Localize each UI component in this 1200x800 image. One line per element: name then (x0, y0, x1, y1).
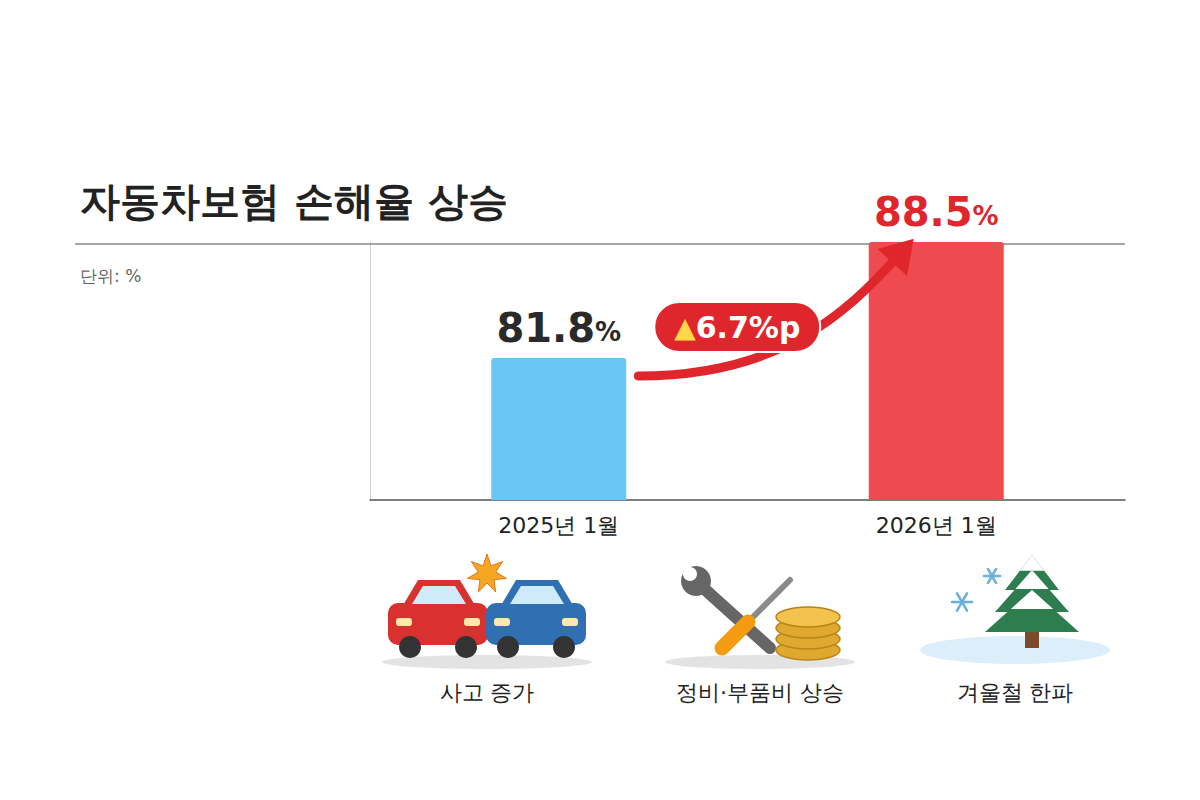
svg-text:81.8: 81.8 (496, 305, 595, 351)
svg-text:사고 증가: 사고 증가 (440, 680, 535, 705)
svg-text:자동차보험 손해율 상승: 자동차보험 손해율 상승 (80, 178, 508, 224)
svg-text:88.5: 88.5 (874, 189, 973, 235)
svg-text:%: % (973, 201, 999, 231)
svg-text:2026년 1월: 2026년 1월 (876, 513, 997, 538)
svg-text:6.7%p: 6.7%p (696, 310, 801, 345)
svg-text:%: % (595, 317, 621, 347)
svg-text:▲: ▲ (674, 311, 696, 344)
svg-text:2025년 1월: 2025년 1월 (498, 513, 619, 538)
svg-text:정비·부품비 상승: 정비·부품비 상승 (676, 680, 844, 705)
svg-text:겨울철 한파: 겨울철 한파 (957, 680, 1074, 705)
svg-text:단위: %: 단위: % (80, 266, 141, 286)
